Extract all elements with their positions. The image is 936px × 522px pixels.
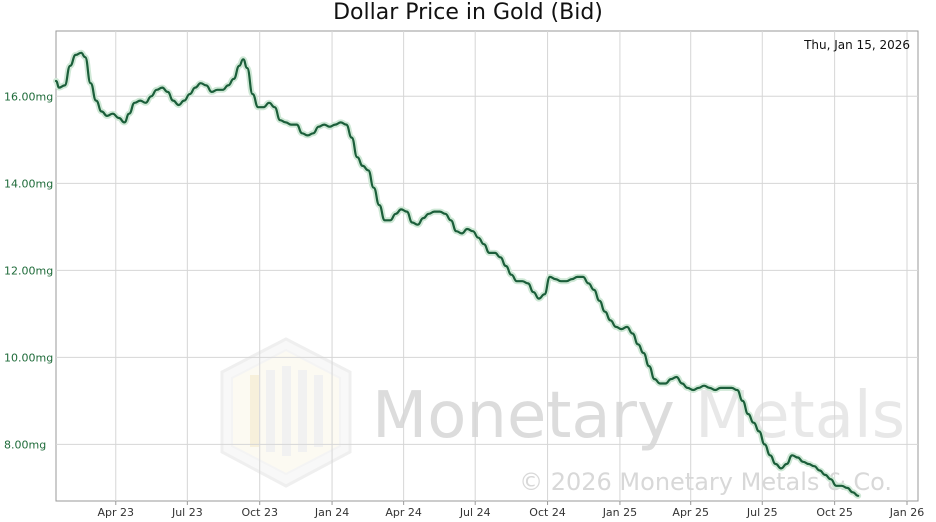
- y-tick-label: 8.00mg: [4, 438, 46, 451]
- x-tick-label: Jan 25: [602, 506, 637, 519]
- x-tick-label: Apr 23: [98, 506, 135, 519]
- y-tick-label: 14.00mg: [4, 177, 53, 190]
- x-tick-label: Jul 23: [171, 506, 203, 519]
- x-tick-label: Apr 25: [672, 506, 709, 519]
- x-axis: Apr 23 Jul 23 Oct 23 Jan 24 Apr 24 Jul 24 Oct …: [98, 501, 924, 519]
- x-tick-label: Jul 25: [746, 506, 778, 519]
- watermark: Monetary Metals © 2026 Monetary Metals &…: [220, 337, 905, 496]
- x-tick-label: Oct 25: [816, 506, 853, 519]
- y-tick-label: 16.00mg: [4, 90, 53, 103]
- x-tick-label: Jan 24: [314, 506, 349, 519]
- series-layer: [53, 49, 862, 499]
- x-tick-label: Jan 26: [889, 506, 924, 519]
- watermark-logo-text-2: Metals: [695, 379, 905, 453]
- watermark-logo-icon: [220, 337, 352, 488]
- grid: [56, 31, 918, 501]
- y-axis: 8.00mg 10.00mg 12.00mg 14.00mg 16.00mg: [4, 90, 53, 451]
- chart-title: Dollar Price in Gold (Bid): [333, 0, 603, 25]
- watermark-logo-text: Monetary: [372, 379, 675, 453]
- y-tick-label: 12.00mg: [4, 264, 53, 277]
- x-tick-label: Apr 24: [385, 506, 422, 519]
- date-label: Thu, Jan 15, 2026: [803, 38, 910, 52]
- x-tick-label: Oct 24: [529, 506, 566, 519]
- plot-area: [55, 30, 919, 502]
- x-tick-label: Jul 24: [459, 506, 491, 519]
- x-tick-label: Oct 23: [241, 506, 278, 519]
- y-tick-label: 10.00mg: [4, 351, 53, 364]
- series-line: [54, 51, 860, 497]
